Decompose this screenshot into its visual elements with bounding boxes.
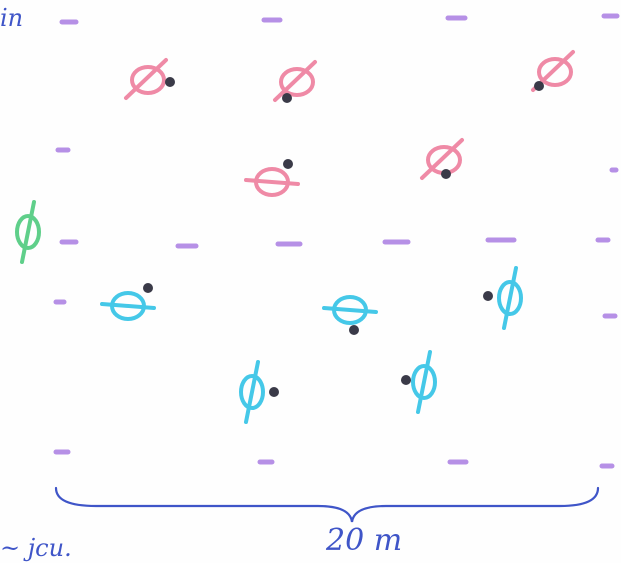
circled-cross-marker (483, 266, 523, 330)
circled-cross-marker (244, 159, 300, 197)
marker-ring (411, 364, 437, 400)
marker-stroke (244, 178, 300, 186)
marker-stroke (273, 60, 317, 102)
marker-ring (279, 67, 315, 97)
marker-stroke (124, 58, 168, 100)
dot (269, 387, 279, 397)
dot (143, 283, 153, 293)
marker-stroke (322, 306, 378, 314)
circled-cross-marker (531, 50, 575, 92)
circled-cross-marker (15, 200, 41, 264)
circled-cross-marker (401, 350, 437, 414)
dot (283, 159, 293, 169)
circled-cross-marker (124, 58, 175, 100)
dot (534, 81, 544, 91)
corner-top-label: in (0, 4, 23, 32)
marker-stroke (420, 138, 464, 180)
circled-cross-marker (322, 295, 378, 335)
marker-layer (15, 50, 575, 424)
marker-stroke (416, 350, 432, 414)
circled-cross-marker (273, 60, 317, 103)
dot (401, 375, 411, 385)
marker-ring (239, 374, 265, 410)
brace-icon (54, 486, 600, 523)
dot (282, 93, 292, 103)
marker-ring (130, 65, 166, 95)
marker-ring (537, 57, 573, 87)
corner-bottom-label: ~ jcu. (0, 534, 72, 562)
circled-cross-marker (420, 138, 464, 180)
dot (483, 291, 493, 301)
marker-stroke (20, 200, 36, 264)
dot (165, 77, 175, 87)
marker-stroke (244, 360, 260, 424)
marker-ring (497, 280, 523, 316)
circled-cross-marker (239, 360, 279, 424)
marker-stroke (502, 266, 518, 330)
marker-ring (15, 214, 41, 250)
width-label: 20 m (325, 523, 402, 558)
circled-cross-marker (100, 283, 156, 321)
dot (441, 169, 451, 179)
dot (349, 325, 359, 335)
dash-grid (53, 13, 620, 469)
marker-stroke (100, 302, 156, 310)
